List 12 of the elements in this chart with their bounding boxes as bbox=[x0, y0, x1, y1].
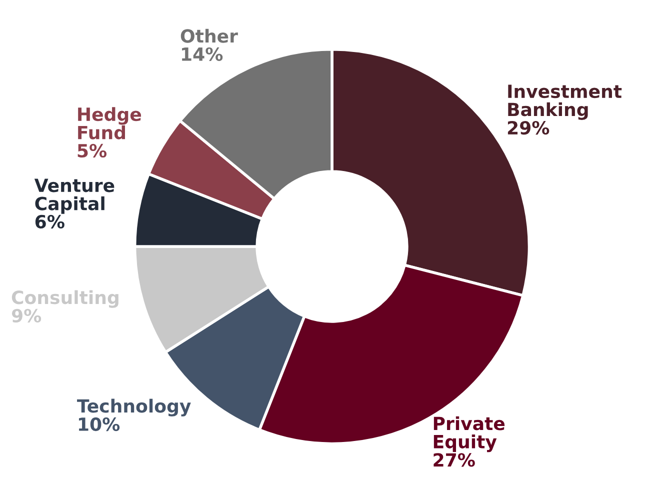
data-label: 5% bbox=[78, 144, 107, 158]
slice-label: Hedge Fund bbox=[78, 107, 142, 140]
slice-label: Technology bbox=[77, 398, 191, 416]
data-label: 29% bbox=[508, 120, 550, 135]
data-label: 6% bbox=[35, 214, 64, 229]
data-label: 27% bbox=[434, 453, 475, 467]
slice-label: Private Equity bbox=[434, 416, 505, 452]
data-label: 14% bbox=[182, 47, 223, 61]
slice-label: Investment Banking bbox=[508, 84, 622, 120]
slice-label: Venture Capital bbox=[34, 178, 114, 214]
data-label: 10% bbox=[78, 417, 120, 432]
slice-label: Other bbox=[180, 28, 238, 43]
